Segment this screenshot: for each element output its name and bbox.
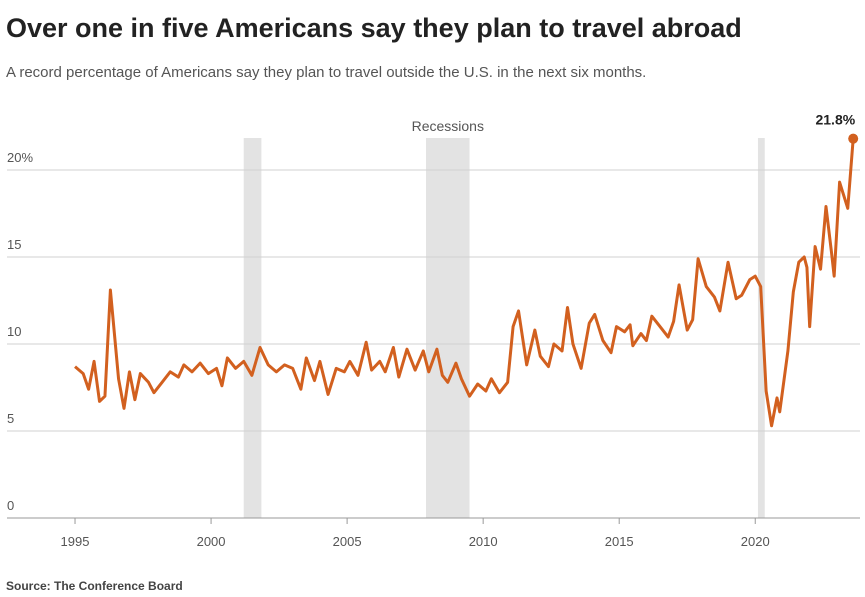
x-tick-label: 2005: [333, 534, 362, 549]
x-tick-label: 2015: [605, 534, 634, 549]
chart-subtitle: A record percentage of Americans say the…: [6, 64, 646, 81]
recession-band: [426, 138, 470, 518]
y-tick-label: 0: [7, 498, 14, 513]
x-tick-label: 1995: [61, 534, 90, 549]
y-tick-label: 10: [7, 324, 21, 339]
data-line: [74, 138, 855, 428]
annotation: 21.8%: [815, 112, 855, 128]
source: Source: The Conference Board: [6, 579, 183, 593]
y-tick-label: 5: [7, 411, 14, 426]
y-tick-label: 20%: [7, 150, 33, 165]
x-tick-label: 2000: [197, 534, 226, 549]
last-point: [848, 133, 859, 144]
y-tick-label: 15: [7, 237, 21, 252]
x-tick-label: 2010: [469, 534, 498, 549]
recession-label: Recessions: [412, 118, 484, 134]
chart-title: Over one in five Americans say they plan…: [6, 13, 742, 43]
x-tick-label: 2020: [741, 534, 770, 549]
recession-band: [243, 138, 262, 518]
